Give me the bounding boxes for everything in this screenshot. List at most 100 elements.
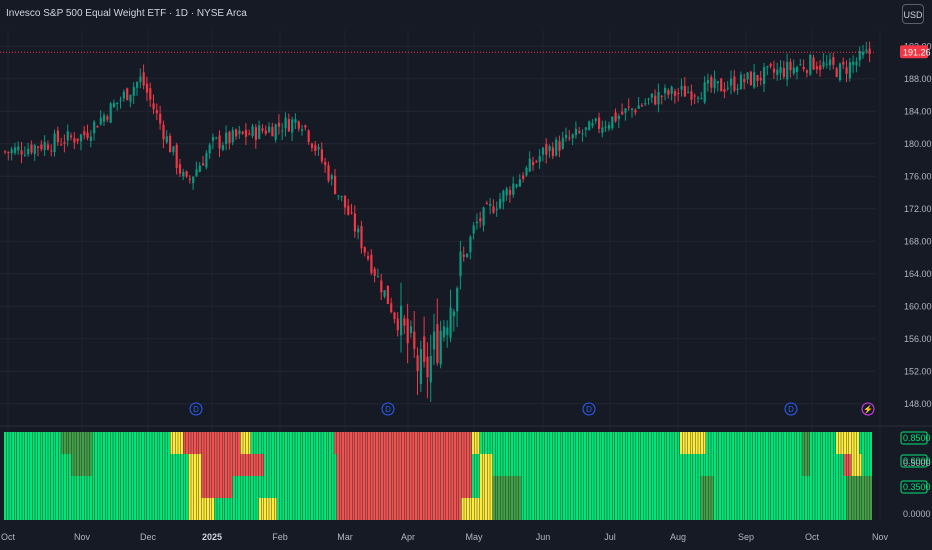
candle-body xyxy=(528,158,531,172)
heatmap-cell xyxy=(318,454,321,476)
dividend-icon-ring xyxy=(381,402,395,416)
heatmap-cell xyxy=(357,476,360,498)
heatmap-cell xyxy=(742,454,745,476)
heatmap-cell xyxy=(196,498,199,520)
heatmap-cell xyxy=(505,476,508,498)
dividend-icon: D xyxy=(381,402,395,416)
heatmap-cell xyxy=(323,498,326,520)
heatmap-cell xyxy=(230,476,233,498)
heatmap-cell xyxy=(778,476,781,498)
heatmap-cell xyxy=(695,454,698,476)
candle-body xyxy=(10,149,13,154)
heatmap-cell xyxy=(726,454,729,476)
heatmap-cell xyxy=(555,476,558,498)
heatmap-cell xyxy=(461,476,464,498)
heatmap-cell xyxy=(758,432,761,454)
heatmap-cell xyxy=(430,498,433,520)
candle-body xyxy=(558,141,561,151)
heatmap-cell xyxy=(209,454,212,476)
heatmap-cell xyxy=(274,432,277,454)
candle-body xyxy=(218,135,221,149)
price-tick-label: 176.00 xyxy=(904,171,932,181)
heatmap-cell xyxy=(633,476,636,498)
heatmap-cell xyxy=(56,432,59,454)
heatmap-cell xyxy=(37,432,40,454)
heatmap-cell xyxy=(680,476,683,498)
candle-body xyxy=(429,355,432,383)
heatmap-cell xyxy=(539,498,542,520)
heatmap-cell xyxy=(134,498,137,520)
heatmap-cell xyxy=(750,476,753,498)
heatmap-cell xyxy=(58,454,61,476)
heatmap-cell xyxy=(170,454,173,476)
heatmap-cell xyxy=(282,498,285,520)
heatmap-cell xyxy=(594,476,597,498)
heatmap-cell xyxy=(542,498,545,520)
candle-body xyxy=(786,62,789,80)
heatmap-cell xyxy=(648,476,651,498)
indicator-tick-label: 0.0000 xyxy=(903,509,931,519)
heatmap-cell xyxy=(453,432,456,454)
candle-body xyxy=(277,122,281,127)
heatmap-cell xyxy=(258,454,261,476)
candle-body xyxy=(604,126,607,128)
candle-body xyxy=(116,102,119,104)
heatmap-cell xyxy=(297,498,300,520)
candle-body xyxy=(746,72,749,80)
heatmap-cell xyxy=(336,454,339,476)
heatmap-cell xyxy=(482,454,485,476)
heatmap-cell xyxy=(841,432,844,454)
candle-body xyxy=(495,208,498,210)
heatmap-cell xyxy=(144,476,147,498)
heatmap-cell xyxy=(438,498,441,520)
heatmap-cell xyxy=(188,432,191,454)
candle-body xyxy=(343,195,347,208)
heatmap-cell xyxy=(851,498,854,520)
currency-button[interactable]: USD xyxy=(902,4,924,24)
candle-body xyxy=(426,356,429,378)
heatmap-cell xyxy=(752,432,755,454)
heatmap-cell xyxy=(713,476,716,498)
heatmap-cell xyxy=(191,432,194,454)
heatmap-cell xyxy=(677,454,680,476)
heatmap-cell xyxy=(149,432,152,454)
heatmap-cell xyxy=(22,476,25,498)
heatmap-cell xyxy=(716,476,719,498)
heatmap-cell xyxy=(74,454,77,476)
candle-body xyxy=(512,183,515,195)
heatmap-cell xyxy=(329,432,332,454)
heatmap-cell xyxy=(596,476,599,498)
heatmap-cell xyxy=(841,498,844,520)
heatmap-cell xyxy=(292,454,295,476)
heatmap-cell xyxy=(765,498,768,520)
heatmap-cell xyxy=(362,498,365,520)
candle-body xyxy=(126,88,129,100)
heatmap-cell xyxy=(773,432,776,454)
heatmap-cell xyxy=(102,498,105,520)
event-markers: D D D D ⚡ xyxy=(189,402,875,416)
heatmap-cell xyxy=(469,454,472,476)
heatmap-cell xyxy=(550,476,553,498)
heatmap-cell xyxy=(6,454,9,476)
heatmap-cell xyxy=(807,476,810,498)
heatmap-cell xyxy=(183,432,186,454)
heatmap-cell xyxy=(745,432,748,454)
heatmap-cell xyxy=(121,476,124,498)
heatmap-cell xyxy=(214,476,217,498)
heatmap-cell xyxy=(152,498,155,520)
heatmap-cell xyxy=(238,498,241,520)
heatmap-cell xyxy=(115,432,118,454)
heatmap-cell xyxy=(43,498,46,520)
heatmap-cell xyxy=(19,476,22,498)
heatmap-cell xyxy=(583,498,586,520)
heatmap-cell xyxy=(245,476,248,498)
heatmap-cell xyxy=(461,498,464,520)
candle-body xyxy=(50,150,53,152)
heatmap-cell xyxy=(173,432,176,454)
heatmap-cell xyxy=(84,454,87,476)
heatmap-cell xyxy=(40,476,43,498)
heatmap-cell xyxy=(193,432,196,454)
candle-body xyxy=(631,108,634,110)
heatmap-cell xyxy=(820,476,823,498)
